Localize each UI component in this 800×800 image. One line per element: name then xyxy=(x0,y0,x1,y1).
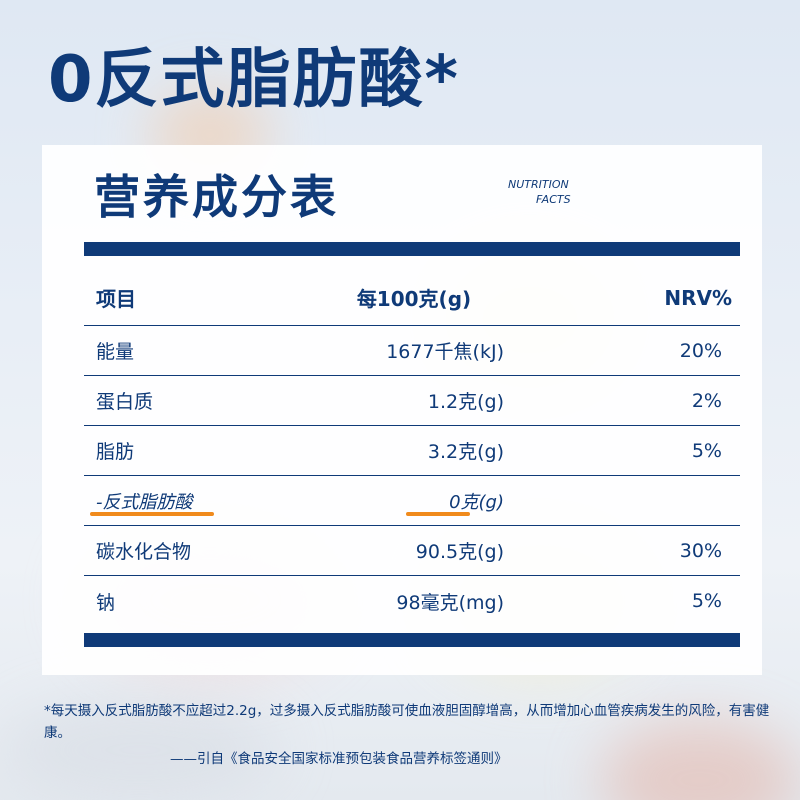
row-amount: 90.5克(g) xyxy=(415,541,504,563)
row-nrv: 30% xyxy=(679,539,722,562)
row-item: 蛋白质 xyxy=(96,391,154,413)
row-nrv: 5% xyxy=(691,439,722,462)
footnote: *每天摄入反式脂肪酸不应超过2.2g，过多摄入反式脂肪酸可使血液胆固醇增高，从而… xyxy=(44,703,770,741)
background-decoration xyxy=(0,700,280,800)
card-subtitle-line1: NUTRITION xyxy=(508,178,569,191)
nutrition-facts-card: 营养成分表 NUTRITION FACTS 项目 每100克(g) NRV% 能… xyxy=(42,145,762,675)
row-amount: 1677千焦(kJ) xyxy=(386,341,504,363)
table-header-row: 项目 每100克(g) NRV% xyxy=(84,270,740,326)
table-row-trans-fat: -反式脂肪酸 0克(g) xyxy=(84,476,740,526)
citation: ——引自《食品安全国家标准预包装食品营养标签通则》 xyxy=(170,751,508,767)
card-subtitle-line2: FACTS xyxy=(536,193,571,206)
table-row: 碳水化合物 90.5克(g) 30% xyxy=(84,526,740,576)
table-row: 钠 98毫克(mg) 5% xyxy=(84,576,740,626)
row-item: 脂肪 xyxy=(96,441,135,463)
highlight-underline xyxy=(90,512,214,516)
header-nrv: NRV% xyxy=(664,285,732,310)
table-row: 蛋白质 1.2克(g) 2% xyxy=(84,376,740,426)
table-row: 能量 1677千焦(kJ) 20% xyxy=(84,326,740,376)
row-item: -反式脂肪酸 xyxy=(96,491,193,513)
page-title: 0反式脂肪酸* xyxy=(48,43,460,117)
row-item: 能量 xyxy=(96,341,135,363)
row-item: 碳水化合物 xyxy=(96,541,192,563)
card-title: 营养成分表 xyxy=(94,170,339,224)
row-amount: 1.2克(g) xyxy=(427,391,504,413)
row-amount: 0克(g) xyxy=(449,491,504,513)
header-amount: 每100克(g) xyxy=(356,287,472,311)
header-item: 项目 xyxy=(96,287,136,311)
row-item: 钠 xyxy=(96,591,116,614)
row-nrv: 2% xyxy=(691,389,722,412)
highlight-underline xyxy=(406,512,470,516)
table-top-bar xyxy=(84,242,740,256)
row-nrv: 5% xyxy=(691,590,722,612)
row-nrv: 20% xyxy=(679,339,722,362)
table-row: 脂肪 3.2克(g) 5% xyxy=(84,426,740,476)
nutrition-table: 项目 每100克(g) NRV% 能量 1677千焦(kJ) 20% 蛋白质 1… xyxy=(84,270,740,626)
card-subtitle: NUTRITION FACTS xyxy=(508,177,571,207)
row-amount: 3.2克(g) xyxy=(427,441,504,463)
table-bottom-bar xyxy=(84,633,740,647)
row-amount: 98毫克(mg) xyxy=(396,591,504,614)
